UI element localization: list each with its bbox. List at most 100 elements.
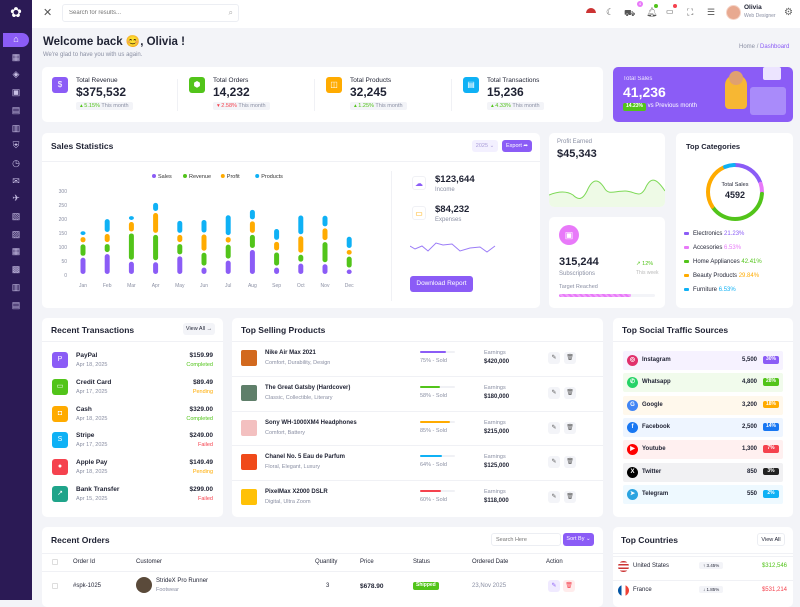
- cart-icon[interactable]: ⛟: [624, 8, 636, 18]
- chat-icon[interactable]: ▭: [666, 7, 674, 16]
- moon-icon[interactable]: ☾: [606, 7, 615, 17]
- social-percent: 30%: [763, 356, 779, 364]
- avatar[interactable]: [726, 5, 741, 20]
- stat-value: 14,232: [213, 85, 250, 99]
- subscriptions-period: This week: [636, 270, 659, 276]
- column-header: Order Id: [73, 559, 96, 565]
- social-row-youtube[interactable]: ▶ Youtube 1,300 7%: [623, 440, 783, 460]
- edit-icon[interactable]: ✎: [548, 421, 560, 434]
- home-icon[interactable]: ⌂: [3, 33, 29, 47]
- bar-revenue-nov: [322, 242, 328, 263]
- book-icon[interactable]: ▥: [11, 281, 21, 292]
- social-percent: 2%: [763, 489, 779, 498]
- earnings-label: Earnings: [484, 454, 506, 461]
- doc-icon[interactable]: ▥: [11, 122, 21, 133]
- gear-icon[interactable]: ⚙: [784, 7, 793, 18]
- transaction-amount: $249.00: [189, 432, 214, 440]
- export-button[interactable]: Export ➦: [502, 140, 532, 152]
- fullscreen-icon[interactable]: ⛶: [687, 7, 694, 17]
- edit-icon[interactable]: ✎: [548, 456, 560, 469]
- payment-icon: ↗: [52, 486, 68, 502]
- row-checkbox[interactable]: [52, 583, 58, 589]
- transaction-name: Apple Pay: [76, 459, 108, 467]
- transaction-date: Apr 18, 2025: [76, 469, 108, 476]
- social-row-instagram[interactable]: ◎ Instagram 5,500 30%: [623, 351, 783, 370]
- stat-1: ⬢ Total Orders 14,232 ▾ 2.58% This month: [179, 67, 315, 122]
- trash-icon[interactable]: 🗑︎: [564, 386, 576, 399]
- layers-icon[interactable]: ◈: [12, 69, 20, 80]
- box-icon[interactable]: ▣: [11, 87, 21, 98]
- view-all-button[interactable]: View All →: [183, 323, 215, 335]
- payment-icon: P: [52, 352, 68, 368]
- earnings-label: Earnings: [484, 489, 506, 496]
- transaction-row[interactable]: ◘ Cash Apr 18, 2025 $329.00 Completed: [42, 405, 223, 427]
- trash-icon[interactable]: 🗑︎: [564, 421, 576, 434]
- search-input[interactable]: [69, 10, 209, 16]
- transaction-row[interactable]: P PayPal Apr 18, 2025 $159.99 Completed: [42, 351, 223, 373]
- year-select[interactable]: 2025 ⌄: [472, 140, 498, 152]
- user-name[interactable]: Olivia: [744, 4, 762, 11]
- edit-icon[interactable]: ✎: [548, 386, 560, 399]
- card-title: Top Categories: [686, 142, 741, 151]
- sold-label: 60% - Sold: [420, 497, 447, 504]
- gift-icon[interactable]: ▧: [11, 211, 21, 221]
- mail-icon[interactable]: ✉: [12, 175, 20, 186]
- product-tags: Floral, Elegant, Luxury: [265, 464, 321, 471]
- profit-label: Profit Earned: [557, 139, 593, 145]
- bar-revenue-jan: [80, 244, 86, 256]
- trash-icon[interactable]: 🗑︎: [564, 491, 576, 504]
- grid-icon[interactable]: ▦: [11, 51, 21, 62]
- social-row-twitter[interactable]: X Twitter 850 3%: [623, 462, 783, 482]
- bar-products-oct: [298, 215, 304, 235]
- file-icon[interactable]: ▤: [11, 104, 21, 115]
- column-header: Quantity: [315, 559, 338, 565]
- search-icon[interactable]: ⌕: [228, 8, 233, 17]
- clock-icon[interactable]: ◷: [12, 157, 20, 168]
- transaction-row[interactable]: ↗ Bank Transfer Apr 15, 2025 $299.00 Fai…: [42, 485, 223, 507]
- layout-icon[interactable]: ▤: [11, 299, 21, 310]
- product-row: The Great Gatsby (Hardcover) Classic, Co…: [232, 375, 603, 411]
- transaction-row[interactable]: S Stripe Apr 17, 2025 $249.00 Failed: [42, 431, 223, 453]
- donut-segment-furniture: [706, 163, 764, 221]
- trash-icon[interactable]: 🗑︎: [563, 580, 575, 592]
- select-all-checkbox[interactable]: [52, 559, 58, 565]
- rocket-icon[interactable]: ✈: [12, 193, 20, 204]
- logo-icon[interactable]: ✿: [10, 4, 22, 20]
- edit-icon[interactable]: ✎: [548, 352, 560, 364]
- trash-icon[interactable]: 🗑︎: [564, 456, 576, 469]
- shield-icon[interactable]: ⛨: [12, 140, 20, 151]
- social-row-facebook[interactable]: f Facebook 2,500 14%: [623, 417, 783, 437]
- customer-name: StrideX Pro Runner: [156, 578, 209, 584]
- social-row-whatsapp[interactable]: ✆ Whatsapp 4,800 28%: [623, 373, 783, 393]
- bar-products-nov: [322, 215, 328, 227]
- view-all-countries-button[interactable]: View All: [757, 533, 785, 546]
- sort-by-button[interactable]: Sort By ⌄: [563, 533, 594, 546]
- bell-icon[interactable]: 🔔︎: [646, 7, 658, 17]
- chart-icon[interactable]: ▨: [11, 228, 21, 239]
- transaction-row[interactable]: ● Apple Pay Apr 18, 2025 $149.49 Pending: [42, 458, 223, 480]
- income-label: Income: [435, 187, 455, 193]
- sales-chart: 0 50 100 150 200 250 300 Jan Feb Mar Apr May Jun Jul A…: [59, 174, 354, 289]
- social-name: Facebook: [642, 423, 671, 430]
- trash-icon[interactable]: 🗑︎: [564, 352, 576, 364]
- download-report-button[interactable]: Download Report: [410, 276, 473, 292]
- social-row-google[interactable]: G Google 3,200 18%: [623, 395, 783, 415]
- sidebar: ✿ ⌂ ▦ ◈ ▣ ▤ ▥ ⛨ ◷ ✉ ✈ ▧ ▨ ▦ ▩ ▥ ▤: [0, 0, 32, 600]
- social-row-telegram[interactable]: ➤ Telegram 550 2%: [623, 484, 783, 504]
- subscriptions-label: Subscriptions: [559, 271, 596, 277]
- table-icon[interactable]: ▦: [11, 246, 21, 257]
- flag-us-icon[interactable]: [586, 8, 596, 18]
- breadcrumb-home[interactable]: Home: [739, 44, 756, 50]
- x-tick-label: Feb: [103, 283, 112, 289]
- earnings-value: $118,000: [484, 498, 509, 505]
- edit-icon[interactable]: ✎: [548, 491, 560, 504]
- menu-icon[interactable]: ☰: [707, 7, 716, 17]
- close-sidebar-icon[interactable]: ✕: [43, 7, 53, 19]
- social-percent: 14%: [763, 422, 779, 431]
- orders-search-input[interactable]: [491, 533, 561, 546]
- legend-label: Profit: [227, 174, 240, 180]
- edit-icon[interactable]: ✎: [548, 580, 560, 592]
- map-icon[interactable]: ▩: [11, 264, 21, 275]
- transaction-row[interactable]: ▭ Credit Card Apr 17, 2025 $89.49 Pendin…: [42, 378, 223, 400]
- earnings-value: $125,000: [484, 463, 510, 470]
